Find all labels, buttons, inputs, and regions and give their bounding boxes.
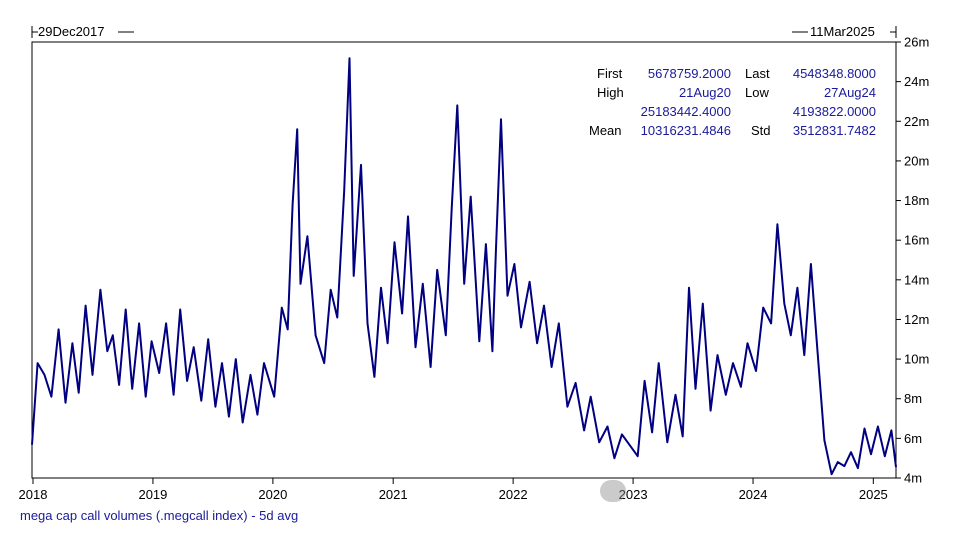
x-tick-label: 2023: [619, 487, 648, 502]
x-tick-label: 2018: [19, 487, 48, 502]
range-bar: 29Dec2017 11Mar2025: [31, 24, 897, 39]
stats-last-label: Last: [745, 66, 770, 81]
stats-low-value: 4193822.0000: [793, 104, 876, 119]
stats-first-label: First: [597, 66, 623, 81]
stats-box: First 5678759.2000 Last 4548348.8000 Hig…: [589, 66, 876, 138]
y-tick-label: 12m: [904, 312, 929, 327]
plot-frame: [31, 41, 897, 479]
y-tick-label: 18m: [904, 193, 929, 208]
x-tick-label: 2020: [258, 487, 287, 502]
range-start-label: 29Dec2017: [38, 24, 105, 39]
y-tick-label: 6m: [904, 431, 922, 446]
y-tick-label: 20m: [904, 153, 929, 168]
series-line: [31, 57, 897, 476]
stats-std-label: Std: [751, 123, 771, 138]
stats-low-date: 27Aug24: [824, 85, 876, 100]
x-axis: 2018 2019 2020 2021 2022 2023 2024 2025: [19, 478, 888, 502]
y-tick-label: 26m: [904, 35, 929, 50]
y-axis: 4m 6m 8m 10m 12m 14m 16m 18m 20m 22m 24m 26m: [896, 35, 929, 486]
y-tick-label: 4m: [904, 471, 922, 486]
stats-last-value: 4548348.8000: [793, 66, 876, 81]
x-tick-label: 2024: [739, 487, 768, 502]
y-tick-label: 10m: [904, 352, 929, 367]
stats-high-value: 25183442.4000: [641, 104, 731, 119]
stats-mean-label: Mean: [589, 123, 622, 138]
stats-low-label: Low: [745, 85, 769, 100]
stats-high-label: High: [597, 85, 624, 100]
stats-std-value: 3512831.7482: [793, 123, 876, 138]
y-tick-label: 16m: [904, 233, 929, 248]
wechat-logo-icon: [600, 480, 626, 502]
y-tick-label: 22m: [904, 114, 929, 129]
stats-high-date: 21Aug20: [679, 85, 731, 100]
stats-first-value: 5678759.2000: [648, 66, 731, 81]
watermark: [600, 480, 626, 502]
x-tick-label: 2022: [499, 487, 528, 502]
stats-mean-value: 10316231.4846: [641, 123, 731, 138]
x-tick-label: 2019: [138, 487, 167, 502]
y-tick-label: 8m: [904, 391, 922, 406]
y-tick-label: 14m: [904, 272, 929, 287]
y-tick-label: 24m: [904, 74, 929, 89]
chart-caption: mega cap call volumes (.megcall index) -…: [20, 508, 299, 523]
range-end-label: 11Mar2025: [810, 24, 875, 39]
x-tick-label: 2025: [859, 487, 888, 502]
x-tick-label: 2021: [379, 487, 408, 502]
